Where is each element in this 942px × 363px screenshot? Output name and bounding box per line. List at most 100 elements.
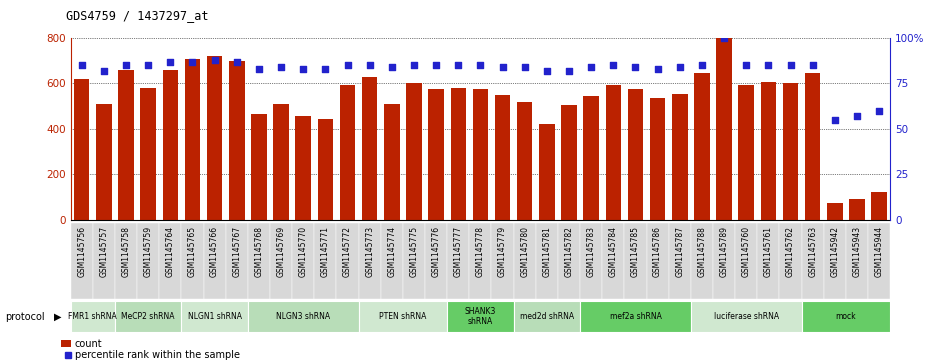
Bar [450, 88, 466, 220]
Point [296, 66, 311, 72]
Bar [802, 223, 823, 299]
Bar [315, 223, 336, 299]
Text: GSM1145942: GSM1145942 [830, 226, 839, 277]
Point [429, 62, 444, 68]
Bar [804, 73, 820, 220]
Text: GSM1145758: GSM1145758 [122, 226, 131, 277]
Text: GSM1145774: GSM1145774 [387, 226, 397, 277]
Text: GSM1145944: GSM1145944 [874, 226, 884, 277]
Text: GSM1145782: GSM1145782 [564, 226, 574, 277]
Text: mock: mock [836, 312, 856, 321]
Bar [226, 223, 248, 299]
Bar [61, 340, 71, 347]
Bar [536, 223, 558, 299]
Bar [846, 223, 868, 299]
Bar [469, 223, 492, 299]
Bar [690, 223, 713, 299]
Point [850, 113, 865, 119]
Text: mef2a shRNA: mef2a shRNA [609, 312, 661, 321]
Bar [517, 102, 532, 220]
Point [606, 62, 621, 68]
Point [406, 62, 421, 68]
Bar [739, 85, 754, 220]
Point [317, 66, 333, 72]
Bar [273, 104, 289, 220]
Bar [429, 89, 444, 220]
Bar [96, 104, 111, 220]
Bar [868, 223, 890, 299]
Point [739, 62, 754, 68]
Text: GSM1145772: GSM1145772 [343, 226, 352, 277]
Text: GSM1145786: GSM1145786 [653, 226, 662, 277]
Point [650, 66, 665, 72]
Point [673, 64, 688, 70]
Bar [248, 301, 359, 332]
Point [450, 62, 465, 68]
Point [74, 62, 89, 68]
Bar [159, 223, 182, 299]
Bar [381, 223, 403, 299]
Point [783, 62, 798, 68]
Text: PTEN shRNA: PTEN shRNA [380, 312, 427, 321]
Bar [871, 192, 886, 220]
Bar [185, 58, 201, 220]
Bar [583, 96, 599, 220]
Bar [850, 199, 865, 220]
Bar [384, 104, 399, 220]
Point [805, 62, 820, 68]
Text: GSM1145781: GSM1145781 [543, 226, 551, 277]
Text: GSM1145773: GSM1145773 [365, 226, 374, 277]
Bar [561, 105, 577, 220]
Text: GDS4759 / 1437297_at: GDS4759 / 1437297_at [66, 9, 208, 22]
Point [229, 59, 244, 65]
Bar [646, 223, 669, 299]
Bar [802, 301, 890, 332]
Bar [492, 223, 513, 299]
Bar [760, 82, 776, 220]
Point [473, 62, 488, 68]
Text: GSM1145775: GSM1145775 [410, 226, 418, 277]
Text: GSM1145779: GSM1145779 [498, 226, 507, 277]
Bar [757, 223, 779, 299]
Bar [650, 98, 665, 220]
Bar [558, 223, 580, 299]
Text: GSM1145776: GSM1145776 [431, 226, 441, 277]
Bar [669, 223, 690, 299]
Point [340, 62, 355, 68]
Text: protocol: protocol [5, 312, 44, 322]
Point [185, 59, 200, 65]
Text: GSM1145777: GSM1145777 [454, 226, 463, 277]
Bar [625, 223, 646, 299]
Bar [513, 223, 536, 299]
Text: GSM1145769: GSM1145769 [277, 226, 285, 277]
Point [517, 64, 532, 70]
Point [628, 64, 643, 70]
Text: NLGN1 shRNA: NLGN1 shRNA [187, 312, 242, 321]
Bar [292, 223, 315, 299]
Bar [513, 301, 580, 332]
Text: GSM1145771: GSM1145771 [321, 226, 330, 277]
Point [871, 108, 886, 114]
Bar [71, 301, 115, 332]
Bar [425, 223, 447, 299]
Text: GSM1145785: GSM1145785 [631, 226, 640, 277]
Point [362, 62, 377, 68]
Text: GSM1145766: GSM1145766 [210, 226, 219, 277]
Point [694, 62, 709, 68]
Bar [138, 223, 159, 299]
Text: NLGN3 shRNA: NLGN3 shRNA [276, 312, 331, 321]
Point [119, 62, 134, 68]
Text: GSM1145788: GSM1145788 [697, 226, 706, 277]
Point [140, 62, 155, 68]
Bar [580, 301, 690, 332]
Bar [694, 73, 709, 220]
Text: FMR1 shRNA: FMR1 shRNA [69, 312, 117, 321]
Text: GSM1145756: GSM1145756 [77, 226, 87, 277]
Bar [182, 301, 248, 332]
Point [561, 68, 577, 74]
Bar [317, 119, 333, 220]
Bar [362, 77, 378, 220]
Text: MeCP2 shRNA: MeCP2 shRNA [122, 312, 175, 321]
Bar [336, 223, 359, 299]
Bar [252, 114, 267, 220]
